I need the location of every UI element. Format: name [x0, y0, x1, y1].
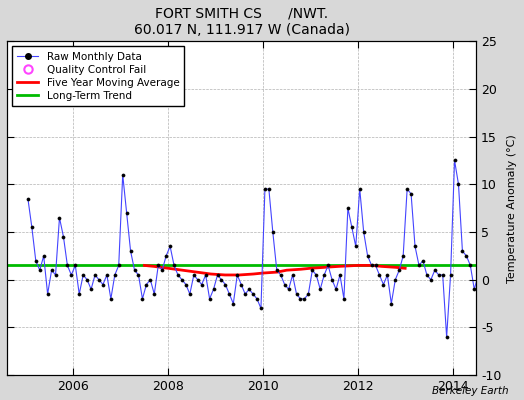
Five Year Moving Average: [369, 263, 375, 268]
Five Year Moving Average: [236, 272, 243, 277]
Five Year Moving Average: [298, 267, 304, 272]
Text: Berkeley Earth: Berkeley Earth: [432, 386, 508, 396]
Five Year Moving Average: [378, 264, 385, 269]
Y-axis label: Temperature Anomaly (°C): Temperature Anomaly (°C): [507, 134, 517, 282]
Five Year Moving Average: [141, 263, 148, 268]
Title: FORT SMITH CS      /NWT.
60.017 N, 111.917 W (Canada): FORT SMITH CS /NWT. 60.017 N, 111.917 W …: [134, 7, 350, 37]
Legend: Raw Monthly Data, Quality Control Fail, Five Year Moving Average, Long-Term Tren: Raw Monthly Data, Quality Control Fail, …: [12, 46, 184, 106]
Raw Monthly Data: [171, 263, 177, 268]
Five Year Moving Average: [307, 266, 313, 271]
Five Year Moving Average: [151, 264, 157, 269]
Five Year Moving Average: [402, 266, 408, 271]
Raw Monthly Data: [424, 272, 430, 277]
Five Year Moving Average: [208, 272, 214, 276]
Raw Monthly Data: [451, 158, 457, 163]
Line: Raw Monthly Data: Raw Monthly Data: [26, 159, 496, 338]
Five Year Moving Average: [392, 265, 399, 270]
Raw Monthly Data: [25, 196, 31, 201]
Five Year Moving Average: [260, 271, 266, 276]
Line: Five Year Moving Average: Five Year Moving Average: [145, 266, 405, 275]
Five Year Moving Average: [179, 268, 185, 272]
Five Year Moving Average: [274, 270, 280, 274]
Raw Monthly Data: [443, 335, 450, 340]
Five Year Moving Average: [193, 270, 200, 274]
Five Year Moving Average: [283, 268, 290, 272]
Raw Monthly Data: [400, 254, 406, 258]
Raw Monthly Data: [297, 296, 303, 301]
Five Year Moving Average: [165, 266, 171, 271]
Five Year Moving Average: [321, 265, 328, 270]
Five Year Moving Average: [250, 272, 257, 276]
Five Year Moving Average: [222, 272, 228, 277]
Five Year Moving Average: [336, 264, 342, 269]
Raw Monthly Data: [365, 254, 371, 258]
Raw Monthly Data: [119, 172, 126, 177]
Raw Monthly Data: [491, 272, 497, 277]
Five Year Moving Average: [355, 263, 361, 268]
